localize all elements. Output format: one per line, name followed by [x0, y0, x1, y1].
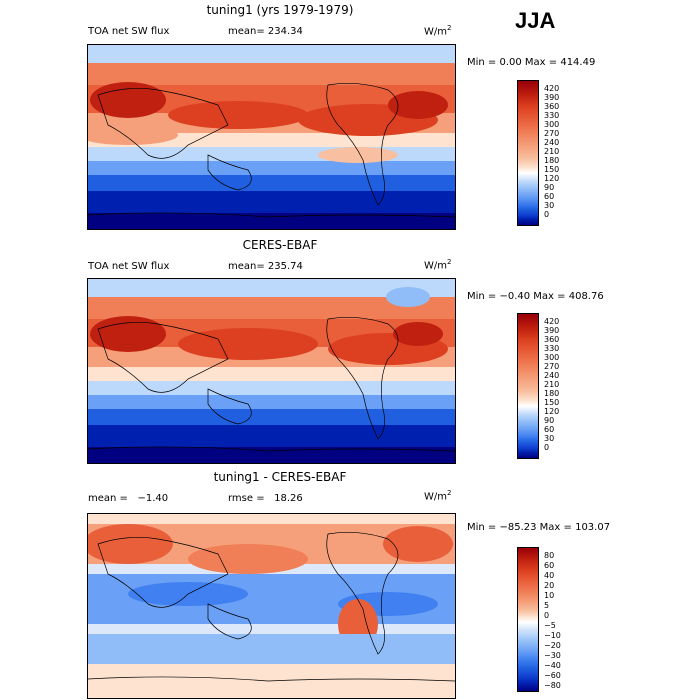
panel3-colorbar-label: 80	[544, 551, 555, 560]
panel2-colorbar-label: 0	[544, 443, 550, 452]
panel2-colorbar-label: 60	[544, 425, 555, 434]
panel2-map-graphic	[88, 279, 455, 463]
panel2-mean-label: mean= 235.74	[228, 261, 303, 272]
panel3-colorbar-label: −10	[544, 631, 561, 640]
panel3-mean-label: mean = −1.40	[88, 493, 169, 504]
panel2-colorbar: 420 390 360 330 300 270 240 210 180 150 …	[517, 313, 577, 459]
panel3-map-graphic	[88, 514, 455, 698]
panel3-colorbar-label: −20	[544, 641, 561, 650]
panel1-colorbar-label: 90	[544, 183, 555, 192]
panel2-colorbar-label: 150	[544, 398, 560, 407]
panel2-units: W/m2	[424, 258, 452, 272]
panel1-colorbar-label: 270	[544, 129, 560, 138]
panel3-colorbar-label: −5	[544, 621, 556, 630]
panel1-colorbar-label: 0	[544, 210, 550, 219]
panel1-colorbar-label: 120	[544, 174, 560, 183]
panel1-colorbar-label: 150	[544, 165, 560, 174]
panel1-variable-label: TOA net SW flux	[88, 26, 170, 37]
panel3-rmse-label: rmse = 18.26	[228, 493, 303, 504]
panel2-colorbar-label: 360	[544, 335, 560, 344]
panel1-minmax: Min = 0.00 Max = 414.49	[467, 57, 596, 68]
panel1-colorbar-label: 180	[544, 156, 560, 165]
panel1-colorbar-label: 360	[544, 102, 560, 111]
panel2-colorbar-label: 240	[544, 371, 560, 380]
panel1-colorbar-label: 240	[544, 138, 560, 147]
panel2-colorbar-label: 390	[544, 326, 560, 335]
panel3-colorbar-label: −30	[544, 651, 561, 660]
panel3-colorbar-label: −80	[544, 681, 561, 690]
panel1-mean-label: mean= 234.34	[228, 26, 303, 37]
panel3-colorbar: 80 60 40 20 10 5 0 −5 −10 −20 −30 −40 −6…	[517, 547, 577, 692]
panel2-colorbar-label: 210	[544, 380, 560, 389]
panel1-colorbar-label: 390	[544, 93, 560, 102]
panel1-title: tuning1 (yrs 1979-1979)	[206, 3, 354, 17]
panel3-map	[87, 513, 456, 699]
panel1-colorbar-label: 210	[544, 147, 560, 156]
panel3-colorbar-label: 5	[544, 601, 550, 610]
panel1-colorbar-label: 300	[544, 120, 560, 129]
panel1-colorbar-label: 330	[544, 111, 560, 120]
panel2-colorbar-label: 300	[544, 353, 560, 362]
panel3-colorbar-label: 0	[544, 611, 550, 620]
panel3-colorbar-label: 20	[544, 581, 555, 590]
panel3-colorbar-label: −60	[544, 671, 561, 680]
panel1-units: W/m2	[424, 24, 452, 38]
panel1-colorbar: 420 390 360 330 300 270 240 210 180 150 …	[517, 80, 577, 226]
panel2-colorbar-label: 120	[544, 407, 560, 416]
panel2-colorbar-label: 270	[544, 362, 560, 371]
panel3-colorbar-swatches	[517, 547, 539, 692]
panel3-units: W/m2	[424, 489, 452, 503]
panel2-colorbar-label: 330	[544, 344, 560, 353]
season-label: JJA	[515, 8, 556, 33]
panel1-colorbar-label: 420	[544, 84, 560, 93]
panel3-colorbar-label: 10	[544, 591, 555, 600]
panel2-colorbar-swatches	[517, 313, 539, 459]
panel1-colorbar-label: 30	[544, 201, 555, 210]
panel2-map	[87, 278, 456, 464]
panel1-colorbar-swatches	[517, 80, 539, 226]
panel1-colorbar-label: 60	[544, 192, 555, 201]
panel3-colorbar-label: 60	[544, 561, 555, 570]
panel2-variable-label: TOA net SW flux	[88, 261, 170, 272]
panel3-title: tuning1 - CERES-EBAF	[213, 470, 347, 484]
panel2-colorbar-label: 90	[544, 416, 555, 425]
panel3-colorbar-label: −40	[544, 661, 561, 670]
panel3-colorbar-label: 40	[544, 571, 555, 580]
panel2-colorbar-label: 420	[544, 317, 560, 326]
panel1-map-graphic	[88, 45, 455, 229]
panel2-title: CERES-EBAF	[242, 238, 318, 252]
panel3-minmax: Min = −85.23 Max = 103.07	[467, 522, 611, 533]
panel2-minmax: Min = −0.40 Max = 408.76	[467, 291, 604, 302]
panel1-map	[87, 44, 456, 230]
panel2-colorbar-label: 180	[544, 389, 560, 398]
panel2-colorbar-label: 30	[544, 434, 555, 443]
